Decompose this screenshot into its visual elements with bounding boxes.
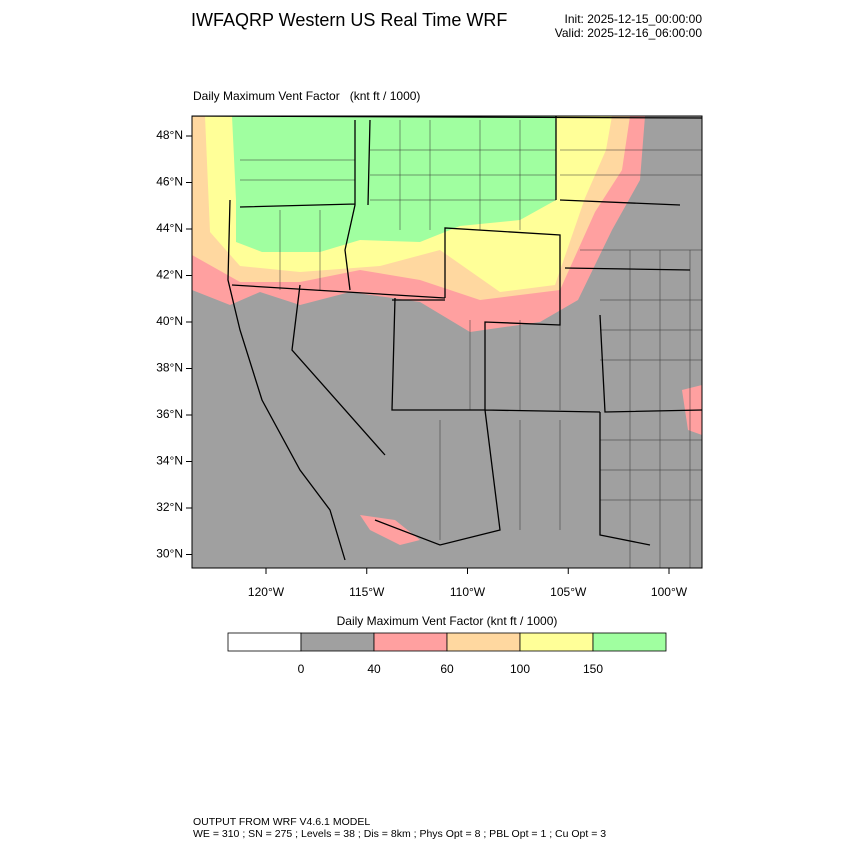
colorbar-label: 100 [510,662,530,676]
lat-label: 48°N [156,128,183,142]
colorbar-box [446,632,521,652]
state-lines [192,116,702,561]
map-units: (knt ft / 1000) [350,89,421,103]
colorbar-box [519,632,594,652]
lat-label: 30°N [156,547,183,561]
lat-label: 36°N [156,407,183,421]
colorbar-box [227,632,302,652]
shade-pink-south [360,515,420,545]
colorbar: 0 40 60 100 150 [227,632,667,676]
lon-labels: 120°W 115°W 110°W 105°W 100°W [248,568,688,599]
lat-label: 44°N [156,221,183,235]
init-time: Init: 2025-12-15_00:00:00 [565,12,703,26]
colorbar-label: 0 [298,662,305,676]
colorbar-box [592,632,667,652]
lat-label: 46°N [156,175,183,189]
footer-line2: WE = 310 ; SN = 275 ; Levels = 38 ; Dis … [193,828,606,840]
lat-labels: 48°N 46°N 44°N 42°N 40°N 38°N 36°N 34°N 32°N 30°N [156,128,192,561]
valid-time: Valid: 2025-12-16_06:00:00 [555,26,703,40]
lat-label: 42°N [156,268,183,282]
map-title: Daily Maximum Vent Factor (knt ft / 1000) [193,89,420,103]
colorbar-label: 60 [440,662,454,676]
lat-label: 34°N [156,454,183,468]
colorbar-box [300,632,375,652]
lat-label: 40°N [156,314,183,328]
colorbar-title: Daily Maximum Vent Factor (knt ft / 1000… [337,614,558,628]
lon-label: 100°W [651,585,688,599]
colorbar-label: 150 [583,662,603,676]
lon-label: 120°W [248,585,285,599]
colorbar-label: 40 [367,662,381,676]
lon-label: 115°W [349,585,385,599]
lon-label: 105°W [550,585,587,599]
footer-line1: OUTPUT FROM WRF V4.6.1 MODEL [193,816,370,828]
title: IWFAQRP Western US Real Time WRF [191,10,507,30]
colorbar-box [373,632,448,652]
lat-label: 38°N [156,361,183,375]
map-frame [191,115,703,569]
map [192,116,702,568]
map-title-text: Daily Maximum Vent Factor [193,89,340,103]
lon-label: 110°W [450,585,486,599]
lat-label: 32°N [156,500,183,514]
